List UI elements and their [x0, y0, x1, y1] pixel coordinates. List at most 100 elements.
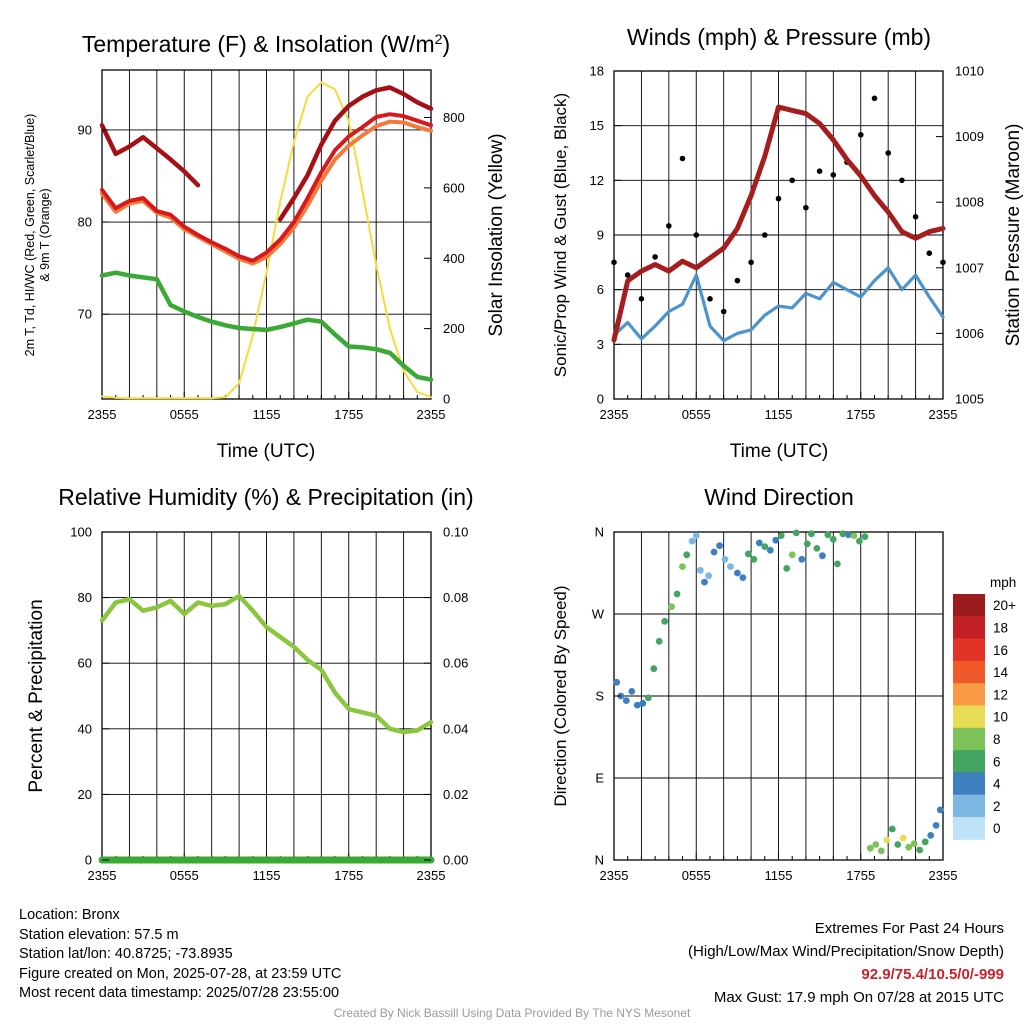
pressure-y2-axis-label: Station Pressure (Maroon) [1003, 124, 1024, 347]
series-relative-humidity [99, 593, 434, 735]
wind-y-tick-label: 3 [597, 337, 604, 352]
winds-chart-title: Winds (mph) & Pressure (mb) [627, 24, 931, 50]
gust-point [652, 254, 658, 260]
direction-point [716, 542, 723, 550]
insolation-y2-tick-label: 200 [443, 321, 465, 336]
direction-point [932, 822, 940, 829]
colorbar-swatch [953, 594, 985, 617]
direction-point [650, 665, 658, 673]
station-location: Location: Bronx [19, 907, 120, 923]
wind-y-tick-label: 0 [597, 392, 604, 407]
direction-point [633, 701, 641, 709]
precip-y2-tick-label: 0.06 [443, 656, 468, 671]
direction-point [655, 637, 663, 645]
direction-point [845, 531, 852, 539]
direction-point [803, 540, 811, 548]
direction-point [697, 566, 704, 574]
winds-x-tick-label: 1755 [846, 407, 875, 422]
direction-point [808, 530, 815, 538]
colorbar-unit: mph [990, 575, 1016, 590]
insolation-y2-tick-label: 400 [443, 251, 465, 266]
direction-point [727, 563, 734, 570]
direction-y-tick-label: S [595, 689, 604, 704]
station-latlon: Station lat/lon: 40.8725; -73.8935 [19, 946, 233, 962]
direction-point [877, 847, 885, 855]
direction-y-tick-label: E [595, 771, 604, 786]
colorbar-swatch [953, 772, 985, 796]
extremes-heading: Extremes For Past 24 Hours [814, 920, 1004, 937]
gust-point [789, 177, 795, 184]
direction-point [710, 548, 718, 556]
humidity-y-tick-label: 40 [78, 721, 92, 736]
direction-point [644, 694, 652, 702]
direction-y-tick-label: N [595, 853, 604, 868]
direction-point [628, 688, 636, 695]
direction-point [819, 552, 826, 560]
direction-point [777, 532, 785, 539]
wind-y-tick-label: 12 [590, 173, 604, 188]
precip-y2-tick-label: 0.00 [443, 853, 468, 868]
colorbar-label: 16 [993, 643, 1008, 658]
insolation-y2-tick-label: 800 [443, 110, 465, 125]
gust-point [638, 296, 645, 302]
direction-chart-frame [613, 531, 944, 861]
direction-point [622, 697, 630, 704]
gust-point [720, 308, 727, 315]
colorbar-label: 20+ [993, 598, 1016, 613]
humidity-x-tick-label: 1755 [334, 868, 363, 883]
wind-y-tick-label: 18 [590, 64, 604, 79]
direction-point [679, 563, 686, 570]
temperature-y-tick-label: 80 [78, 215, 92, 230]
temperature-y-axis-label: 2m T, Td, HI/WC (Red, Green, Scarlet/Blu… [23, 114, 52, 357]
direction-x-tick-label: 2355 [929, 868, 958, 883]
colorbar-label: 12 [993, 687, 1008, 702]
gust-point [830, 172, 837, 178]
direction-point [692, 532, 700, 539]
winds-x-axis-label: Time (UTC) [730, 441, 829, 462]
humidity-y-tick-label: 60 [78, 656, 92, 671]
pressure-y2-tick-label: 1007 [955, 260, 984, 275]
temperature-y-tick-label: 70 [78, 307, 92, 322]
colorbar-swatch [953, 817, 985, 840]
series-solar-insolation [101, 81, 432, 400]
humidity-x-tick-label: 2355 [417, 868, 446, 883]
recent-timestamp: Most recent data timestamp: 2025/07/28 2… [19, 985, 340, 1001]
temperature-chart-title: Temperature (F) & Insolation (W/m2) [82, 31, 450, 57]
gust-point [775, 195, 782, 202]
direction-point [866, 844, 874, 852]
colorbar-label: 8 [993, 732, 1001, 747]
direction-x-tick-label: 0555 [682, 868, 711, 883]
speed-colorbar: mph 20+ 18 16 14 12 10 8 6 4 2 0 [953, 575, 1016, 840]
gust-point [666, 223, 672, 229]
temperature-x-tick-label: 2355 [88, 407, 117, 422]
gust-point [803, 204, 809, 211]
direction-point [856, 537, 863, 545]
wind-y-tick-label: 6 [597, 282, 604, 297]
station-info: Location: Bronx Station elevation: 57.5 … [19, 906, 341, 1004]
winds-x-tick-label: 2355 [929, 407, 958, 422]
pressure-y2-tick-label: 1010 [955, 64, 984, 79]
insolation-y2-tick-label: 0 [443, 392, 450, 407]
pressure-y2-tick-label: 1006 [955, 326, 984, 341]
direction-point [839, 530, 847, 538]
direction-point [761, 543, 769, 550]
temperature-x-tick-label: 2355 [417, 407, 446, 422]
precip-y2-tick-label: 0.10 [443, 525, 468, 540]
colorbar-swatch [953, 750, 985, 773]
series-2m-td [99, 270, 434, 382]
direction-point [798, 555, 806, 563]
gust-point [858, 132, 864, 138]
figure-created: Figure created on Mon, 2025-07-28, at 23… [19, 965, 342, 982]
direction-point [755, 539, 763, 547]
colorbar-label: 14 [993, 665, 1009, 680]
wind-y-axis-label: Sonic/Prop Wind & Gust (Blue, Black) [551, 93, 570, 377]
direction-point [905, 843, 913, 851]
direction-point [766, 546, 774, 554]
winds-x-tick-label: 1155 [765, 407, 793, 422]
direction-x-tick-label: 2355 [600, 868, 629, 883]
winds-x-tick-label: 0555 [682, 407, 711, 422]
direction-point [883, 836, 891, 844]
direction-point [850, 532, 858, 539]
gust-point [679, 155, 686, 162]
